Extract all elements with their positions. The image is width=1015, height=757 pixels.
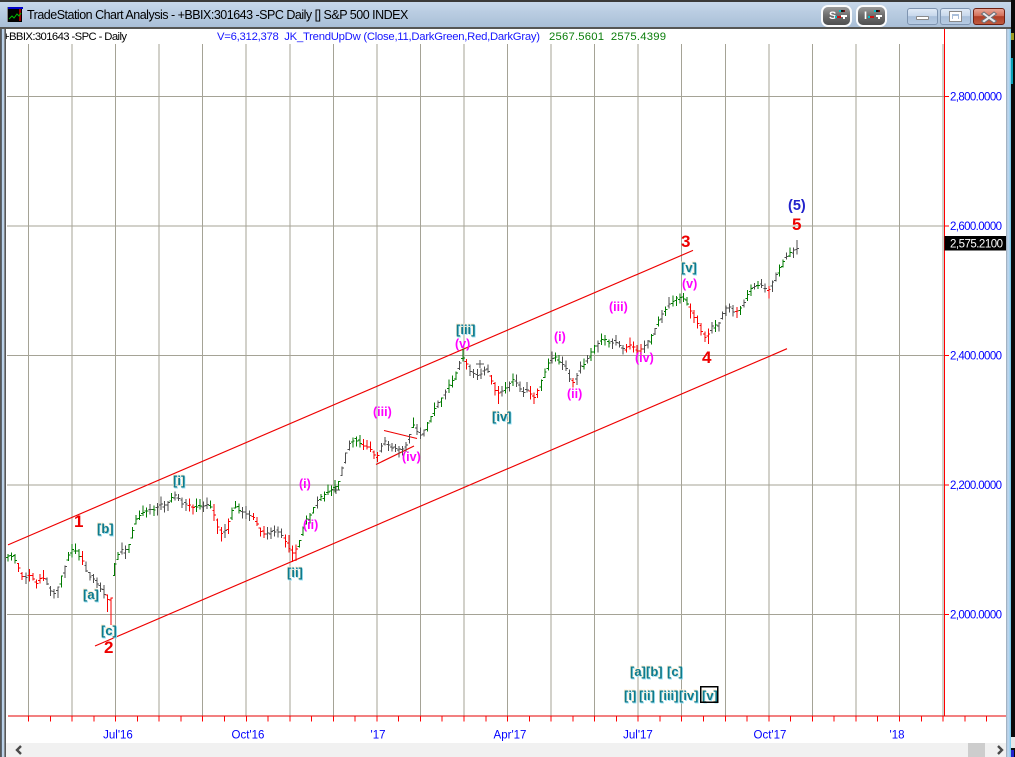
svg-text:[iv]: [iv] (491, 408, 511, 423)
svg-text:[b]: [b] (645, 663, 662, 678)
svg-text:[i]: [i] (173, 473, 185, 488)
svg-text:[v]: [v] (703, 689, 719, 704)
svg-text:[c]: [c] (100, 622, 116, 637)
svg-text:+BBIX:301643 -SPC - Daily: +BBIX:301643 -SPC - Daily (3, 31, 127, 43)
svg-text:2: 2 (104, 638, 113, 657)
svg-text:[iii]: [iii] (660, 689, 680, 704)
svg-text:2,400.0000: 2,400.0000 (950, 351, 1002, 363)
svg-text:[v]: [v] (682, 261, 698, 276)
svg-text:Oct'16: Oct'16 (232, 730, 265, 742)
svg-text:[iv]: [iv] (678, 687, 698, 702)
svg-text:[iii]: [iii] (456, 322, 476, 337)
svg-text:[ii]: [ii] (639, 688, 655, 703)
svg-text:[b]: [b] (98, 522, 115, 537)
svg-text:[c]: [c] (101, 623, 117, 638)
svg-text:[a]: [a] (631, 665, 647, 680)
svg-text:(i): (i) (554, 330, 566, 344)
svg-text:[c]: [c] (666, 663, 682, 678)
svg-text:Jul'16: Jul'16 (103, 730, 133, 742)
svg-text:[a]: [a] (630, 664, 646, 679)
svg-text:[i]: [i] (172, 472, 184, 487)
svg-text:[c]: [c] (668, 665, 684, 680)
svg-text:(ii): (ii) (567, 387, 582, 401)
svg-text:[iii]: [iii] (457, 323, 477, 338)
svg-text:[ii]: [ii] (287, 565, 303, 580)
svg-text:(iv): (iv) (402, 450, 421, 464)
svg-text:2567.5601 2575.4399: 2567.5601 2575.4399 (549, 31, 666, 43)
svg-text:'18: '18 (890, 730, 905, 742)
svg-text:[i]: [i] (624, 688, 636, 703)
svg-text:[ii]: [ii] (288, 566, 304, 581)
svg-text:[a]: [a] (629, 663, 645, 678)
svg-text:[a]: [a] (82, 586, 98, 601)
svg-text:V=6,312,378 JK_TrendUpDw (Clo: V=6,312,378 JK_TrendUpDw (Close,11,DarkG… (217, 31, 540, 43)
svg-text:2,600.0000: 2,600.0000 (950, 221, 1002, 233)
svg-text:3: 3 (681, 232, 690, 251)
svg-text:4: 4 (702, 348, 712, 367)
svg-text:1: 1 (74, 512, 83, 531)
svg-text:[iv]: [iv] (493, 410, 513, 425)
svg-text:[iii]: [iii] (659, 688, 679, 703)
svg-text:(i): (i) (299, 477, 311, 491)
svg-text:'17: '17 (371, 730, 386, 742)
svg-text:[iv]: [iv] (492, 409, 512, 424)
svg-text:[b]: [b] (646, 664, 663, 679)
svg-text:[i]: [i] (174, 474, 186, 489)
svg-text:[b]: [b] (647, 665, 664, 680)
svg-text:[ii]: [ii] (286, 564, 302, 579)
svg-text:[a]: [a] (84, 588, 100, 603)
svg-text:[i]: [i] (623, 687, 635, 702)
svg-text:[iv]: [iv] (679, 688, 699, 703)
svg-text:(v): (v) (455, 337, 470, 351)
svg-text:[b]: [b] (96, 520, 113, 535)
svg-text:[iii]: [iii] (658, 687, 678, 702)
svg-text:[c]: [c] (667, 664, 683, 679)
svg-text:[v]: [v] (681, 260, 697, 275)
svg-text:Apr'17: Apr'17 (494, 730, 527, 742)
svg-text:2,800.0000: 2,800.0000 (950, 92, 1002, 104)
svg-text:(iv): (iv) (635, 351, 654, 365)
svg-text:Jul'17: Jul'17 (623, 730, 653, 742)
svg-text:[ii]: [ii] (638, 687, 654, 702)
svg-text:2,200.0000: 2,200.0000 (950, 480, 1002, 492)
svg-text:[iii]: [iii] (455, 321, 475, 336)
svg-text:Oct'17: Oct'17 (754, 730, 787, 742)
svg-text:(ii): (ii) (303, 518, 318, 532)
svg-text:[a]: [a] (83, 587, 99, 602)
svg-text:2,000.0000: 2,000.0000 (950, 610, 1002, 622)
svg-text:[iv]: [iv] (680, 689, 700, 704)
svg-text:[b]: [b] (97, 521, 114, 536)
svg-text:[v]: [v] (680, 259, 696, 274)
svg-text:[v]: [v] (701, 687, 717, 702)
svg-text:[ii]: [ii] (640, 689, 656, 704)
svg-text:(iii): (iii) (609, 300, 628, 314)
svg-text:[v]: [v] (702, 688, 718, 703)
svg-text:[c]: [c] (102, 624, 118, 639)
svg-text:2,575.2100: 2,575.2100 (950, 239, 1003, 251)
svg-text:(5): (5) (788, 198, 806, 214)
svg-text:[i]: [i] (625, 689, 637, 704)
svg-text:(iii): (iii) (373, 405, 392, 419)
svg-text:(v): (v) (682, 277, 697, 291)
svg-text:5: 5 (792, 215, 801, 234)
